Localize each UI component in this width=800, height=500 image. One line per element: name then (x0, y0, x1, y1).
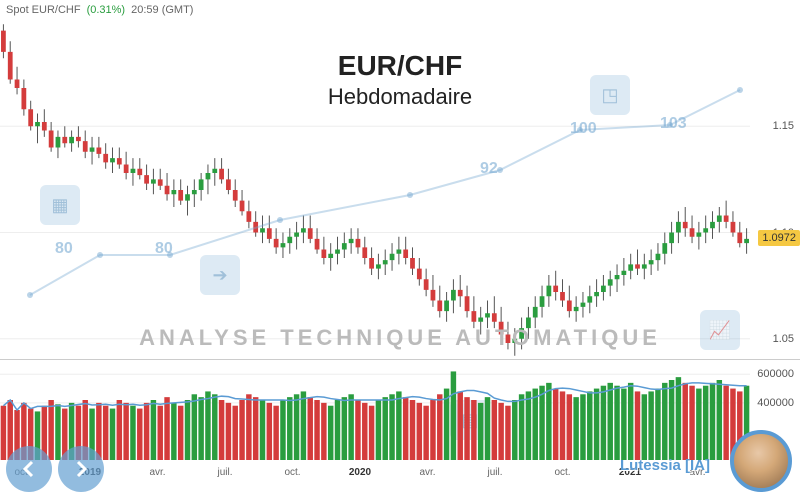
pair-label: EUR/CHF (328, 50, 472, 82)
chart-title: EUR/CHF Hebdomadaire (328, 50, 472, 110)
x-tick: 2020 (349, 467, 371, 478)
instrument-label: Spot EUR/CHF (6, 4, 81, 16)
overlay-icon: ➔ (200, 255, 240, 295)
overlay-icon: ▦ (40, 185, 80, 225)
nav-next-button[interactable] (58, 446, 104, 492)
x-tick: avr. (419, 467, 435, 478)
volume-chart (0, 360, 750, 460)
timeframe-label: Hebdomadaire (328, 84, 472, 110)
overlay-number: 80 (55, 240, 73, 258)
x-tick: avr. (149, 467, 165, 478)
overlay-number: 92 (480, 160, 498, 178)
nav-prev-button[interactable] (6, 446, 52, 492)
x-tick: juil. (487, 467, 502, 478)
price-y-axis: 1.051.101.151.0972 (750, 20, 800, 360)
x-tick: oct. (284, 467, 300, 478)
current-price-tag: 1.0972 (758, 230, 800, 246)
overlay-icon: ◳ (590, 75, 630, 115)
vol-y-tick: 400000 (757, 397, 794, 409)
overlay-number: 80 (155, 240, 173, 258)
timestamp: 20:59 (GMT) (131, 4, 193, 16)
brand-label: Lutessia [IA] (620, 457, 710, 474)
watermark-text: ANALYSE TECHNIQUE AUTOMATIQUE (139, 325, 661, 351)
overlay-icon: 📈 (700, 310, 740, 350)
overlay-number: 103 (660, 115, 687, 133)
pct-change: (0.31%) (87, 4, 126, 16)
vol-y-tick: 600000 (757, 368, 794, 380)
x-tick: oct. (554, 467, 570, 478)
overlay-number: 100 (570, 120, 597, 138)
x-tick: juil. (217, 467, 232, 478)
y-tick: 1.15 (773, 120, 794, 132)
chart-header: Spot EUR/CHF (0.31%) 20:59 (GMT) (0, 0, 800, 20)
avatar[interactable] (730, 430, 792, 492)
price-chart-area[interactable]: 1.051.101.151.0972 EUR/CHF Hebdomadaire … (0, 20, 800, 360)
y-tick: 1.05 (773, 333, 794, 345)
